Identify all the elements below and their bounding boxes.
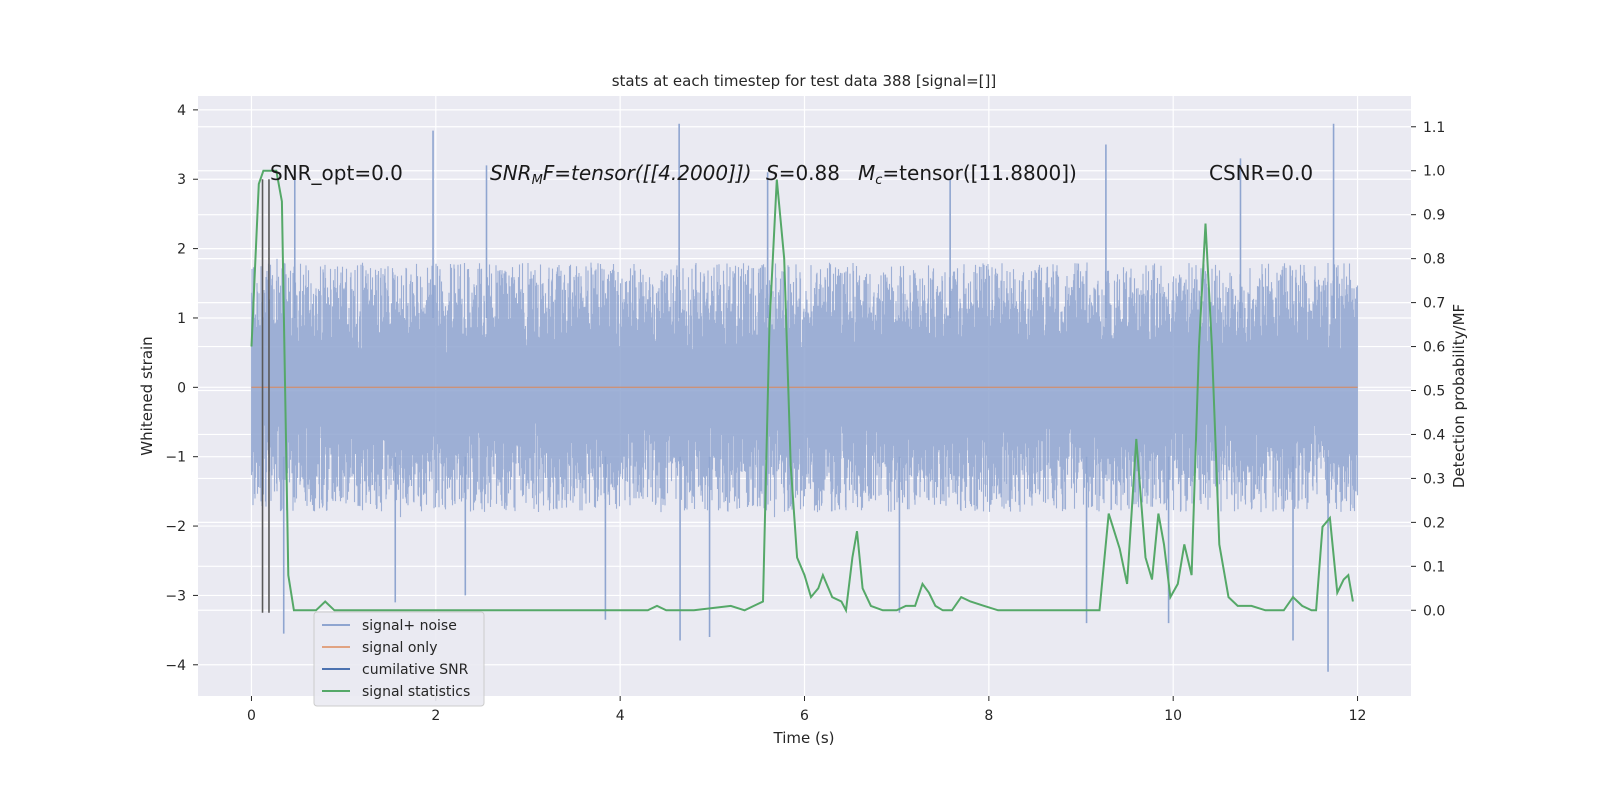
annotation-snr-mf-prefix: SNR bbox=[490, 161, 532, 185]
x-tick-label: 8 bbox=[984, 708, 993, 724]
y2-tick-label: 0.1 bbox=[1423, 559, 1445, 575]
legend-item-cumilative-snr: cumilative SNR bbox=[322, 662, 469, 678]
y-tick-label: 1 bbox=[177, 311, 186, 327]
legend-item-signal-statistics: signal statistics bbox=[322, 684, 470, 700]
y-tick-label: −4 bbox=[165, 658, 186, 674]
legend-label-signal-noise: signal+ noise bbox=[362, 618, 457, 634]
y-axis-label: Whitened strain bbox=[138, 336, 156, 455]
noise-trace bbox=[250, 258, 1359, 518]
y-ticks: −4 −3 −2 −1 0 1 2 3 4 bbox=[165, 103, 198, 674]
annotation-csnr: CSNR=0.0 bbox=[1209, 161, 1313, 185]
legend-item-signal-noise: signal+ noise bbox=[322, 618, 457, 634]
y2-axis-label: Detection probability/MF bbox=[1450, 304, 1468, 488]
annotation-s-value: =0.88 bbox=[779, 161, 840, 185]
annotation-mc: Mc=tensor([11.8800]) bbox=[858, 161, 1077, 188]
y2-ticks: 0.0 0.1 0.2 0.3 0.4 0.5 0.6 0.7 0.8 0.9 1.0 1.1 bbox=[1411, 120, 1445, 619]
x-tick-label: 6 bbox=[800, 708, 809, 724]
chart-title: stats at each timestep for test data 388… bbox=[612, 72, 997, 90]
annotation-snr-mf-f: F=tensor([[4.2000]]) bbox=[543, 161, 752, 185]
y2-tick-label: 0.5 bbox=[1423, 384, 1445, 400]
x-tick-label: 10 bbox=[1164, 708, 1182, 724]
legend: signal+ noise signal only cumilative SNR… bbox=[313, 611, 485, 707]
legend-item-signal-only: signal only bbox=[322, 640, 437, 656]
legend-label-cumilative-snr: cumilative SNR bbox=[362, 662, 469, 678]
x-axis-label: Time (s) bbox=[773, 729, 835, 747]
signal-statistics-line bbox=[250, 169, 1354, 614]
y-tick-label: 2 bbox=[177, 242, 186, 258]
legend-label-signal-statistics: signal statistics bbox=[362, 684, 470, 700]
y-tick-label: 3 bbox=[177, 172, 186, 188]
x-tick-label: 2 bbox=[431, 708, 440, 724]
y-tick-label: 0 bbox=[177, 380, 186, 396]
annotation-mc-label: M bbox=[858, 161, 875, 185]
y-tick-label: −3 bbox=[165, 588, 186, 604]
annotation-mc-sub: c bbox=[875, 173, 882, 188]
y2-tick-label: 0.7 bbox=[1423, 296, 1445, 312]
y2-tick-label: 0.9 bbox=[1423, 208, 1445, 224]
y2-tick-label: 0.8 bbox=[1423, 252, 1445, 268]
y2-tick-label: 0.2 bbox=[1423, 515, 1445, 531]
x-tick-label: 12 bbox=[1349, 708, 1367, 724]
annotation-snr-mf-sub: M bbox=[532, 173, 543, 188]
signal-statistics-series bbox=[250, 169, 1354, 614]
annotation-mc-value: =tensor([11.8800]) bbox=[882, 161, 1076, 185]
y-tick-label: 4 bbox=[177, 103, 186, 119]
annotation-snr-mf: SNRMF=tensor([[4.2000]]) bbox=[490, 161, 752, 188]
annotation-s: S=0.88 bbox=[766, 161, 840, 185]
vertical-marker-lines bbox=[261, 179, 270, 613]
annotation-s-label: S bbox=[766, 161, 779, 185]
legend-label-signal-only: signal only bbox=[362, 640, 437, 656]
x-tick-label: 0 bbox=[247, 708, 256, 724]
y-tick-label: −2 bbox=[165, 519, 186, 535]
y2-tick-label: 0.4 bbox=[1423, 427, 1445, 443]
x-tick-label: 4 bbox=[616, 708, 625, 724]
y2-tick-label: 1.0 bbox=[1423, 164, 1445, 180]
y2-tick-label: 0.0 bbox=[1423, 603, 1445, 619]
legend-box bbox=[313, 611, 485, 707]
y2-tick-label: 1.1 bbox=[1423, 120, 1445, 136]
y2-tick-label: 0.6 bbox=[1423, 340, 1445, 356]
annotation-snr-opt: SNR_opt=0.0 bbox=[270, 161, 403, 185]
signal-noise-series bbox=[250, 123, 1359, 672]
y2-tick-label: 0.3 bbox=[1423, 471, 1445, 487]
y-tick-label: −1 bbox=[165, 450, 186, 466]
